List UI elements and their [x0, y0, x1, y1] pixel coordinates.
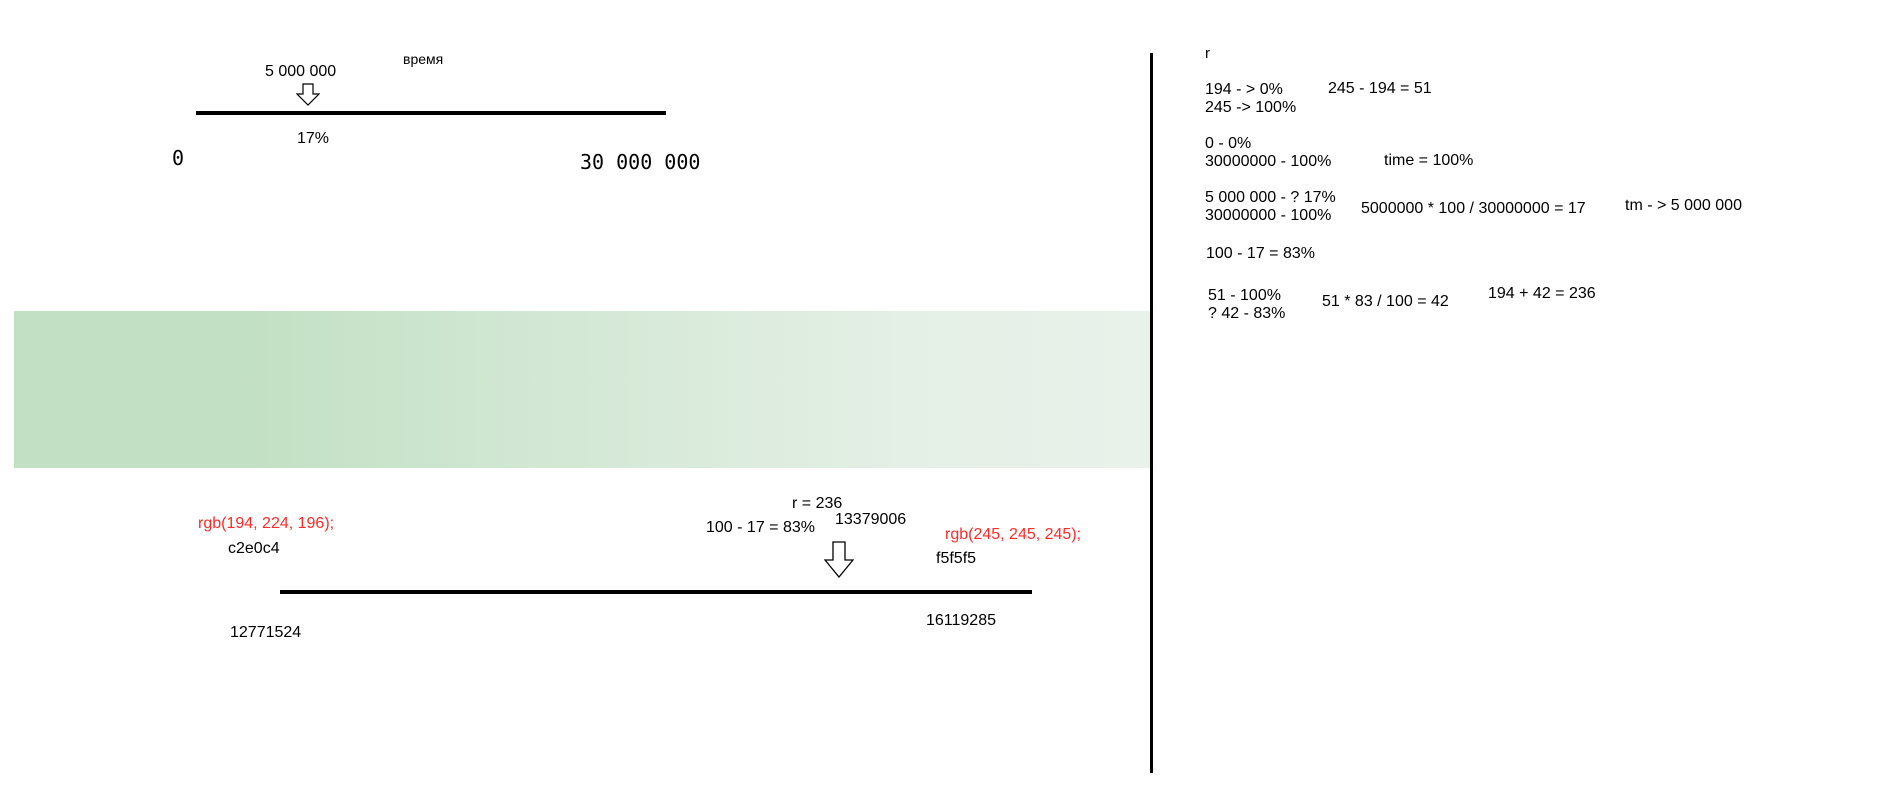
end-decimal-label: 16119285	[926, 612, 996, 629]
marker-decimal-label: 13379006	[835, 511, 907, 528]
top-end-label: 30 000 000	[580, 150, 701, 174]
down-arrow-icon	[296, 83, 320, 106]
note-diff: 245 - 194 = 51	[1328, 80, 1432, 97]
top-marker-percent: 17%	[297, 130, 330, 147]
note-time: time = 100%	[1384, 152, 1474, 169]
down-arrow-icon	[824, 541, 854, 578]
note-r-header: r	[1205, 45, 1210, 62]
note-30m: 30000000 - 100%	[1205, 153, 1332, 170]
note-tm: tm - > 5 000 000	[1625, 197, 1742, 214]
top-axis-title: время	[403, 51, 444, 67]
note-zero: 0 - 0%	[1205, 135, 1252, 152]
r-result-label: r = 236	[792, 495, 843, 512]
color-gradient-band	[14, 311, 1150, 468]
note-calc-42: 51 * 83 / 100 = 42	[1322, 293, 1449, 310]
start-rgb-label: rgb(194, 224, 196);	[198, 515, 335, 532]
top-scale-line	[196, 111, 666, 115]
start-decimal-label: 12771524	[230, 624, 302, 641]
bottom-scale-line	[280, 590, 1032, 594]
note-245: 245 -> 100%	[1205, 99, 1297, 116]
end-hex-label: f5f5f5	[936, 550, 977, 567]
note-q42: ? 42 - 83%	[1208, 305, 1286, 322]
note-30m-2: 30000000 - 100%	[1205, 207, 1332, 224]
note-5m-q: 5 000 000 - ? 17%	[1205, 189, 1336, 206]
percent-calc-label: 100 - 17 = 83%	[706, 519, 815, 536]
top-marker-value: 5 000 000	[265, 63, 337, 80]
start-hex-label: c2e0c4	[228, 540, 280, 557]
note-51: 51 - 100%	[1208, 287, 1281, 304]
note-100-17: 100 - 17 = 83%	[1206, 245, 1315, 262]
note-194: 194 - > 0%	[1205, 81, 1283, 98]
top-start-label: 0	[172, 146, 185, 170]
note-sum-236: 194 + 42 = 236	[1488, 285, 1596, 302]
end-rgb-label: rgb(245, 245, 245);	[945, 526, 1082, 543]
note-5m-calc: 5000000 * 100 / 30000000 = 17	[1361, 200, 1586, 217]
vertical-divider	[1150, 53, 1153, 773]
